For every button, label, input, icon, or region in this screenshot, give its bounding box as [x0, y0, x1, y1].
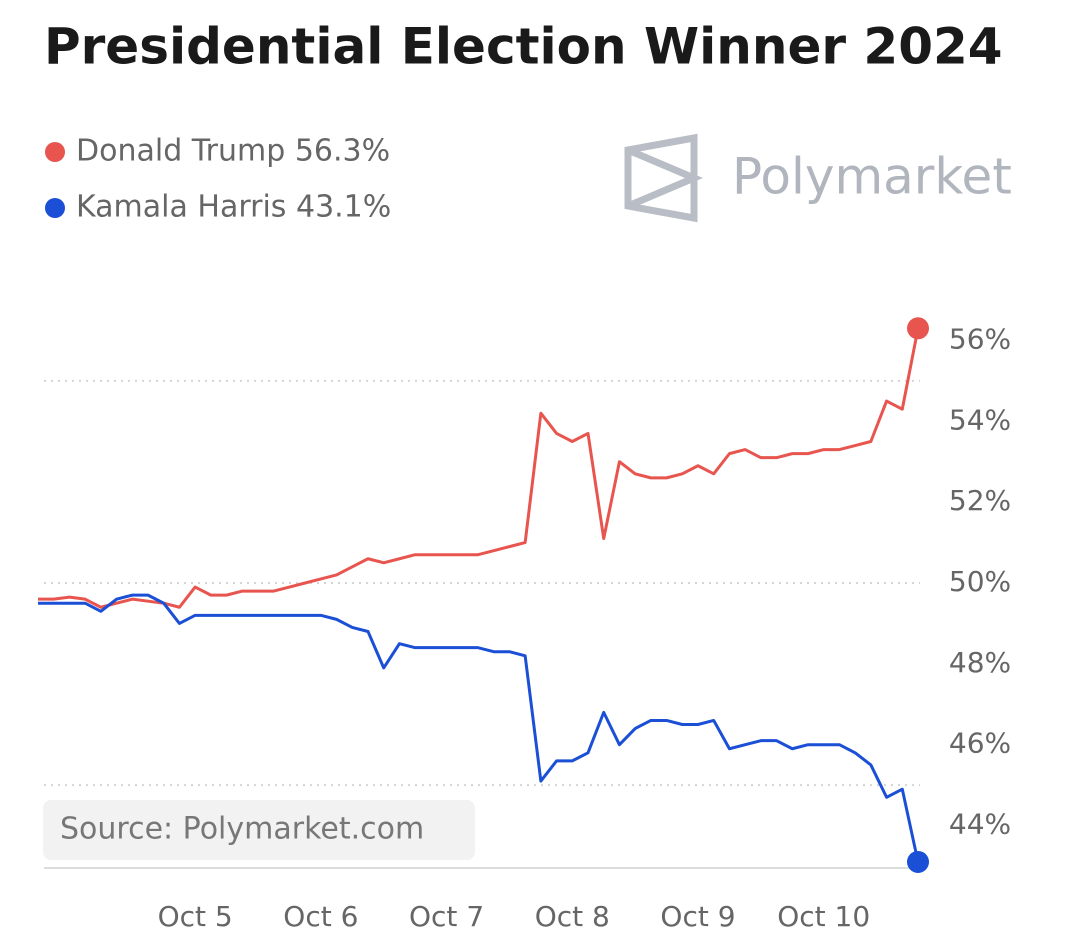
legend-label: Kamala Harris 43.1% [76, 190, 391, 225]
x-tick-label: Oct 8 [535, 900, 610, 933]
x-tick-label: Oct 10 [777, 900, 870, 933]
brand-logo [624, 133, 703, 223]
legend-dot [45, 198, 65, 218]
x-tick-label: Oct 5 [158, 900, 233, 933]
y-tick-label: 54% [949, 403, 1011, 436]
y-tick-label: 44% [949, 808, 1011, 841]
y-tick-label: 48% [949, 646, 1011, 679]
y-tick-label: 50% [949, 565, 1011, 598]
end-dot [907, 850, 929, 873]
y-tick-label: 56% [949, 322, 1011, 355]
y-tick-label: 52% [949, 484, 1011, 517]
x-tick-label: Oct 7 [409, 900, 484, 933]
x-tick-label: Oct 6 [283, 900, 358, 933]
series-line [38, 593, 920, 863]
brand-name: Polymarket [732, 148, 1012, 206]
legend-dot [45, 142, 65, 162]
source-box [43, 800, 475, 860]
x-tick-label: Oct 9 [660, 900, 735, 933]
chart-title: Presidential Election Winner 2024 [44, 18, 1003, 76]
legend-label: Donald Trump 56.3% [76, 134, 390, 169]
series-line [38, 328, 920, 609]
y-tick-label: 46% [949, 727, 1011, 760]
end-dot [907, 317, 929, 340]
source: Source: Polymarket.com [60, 812, 424, 847]
